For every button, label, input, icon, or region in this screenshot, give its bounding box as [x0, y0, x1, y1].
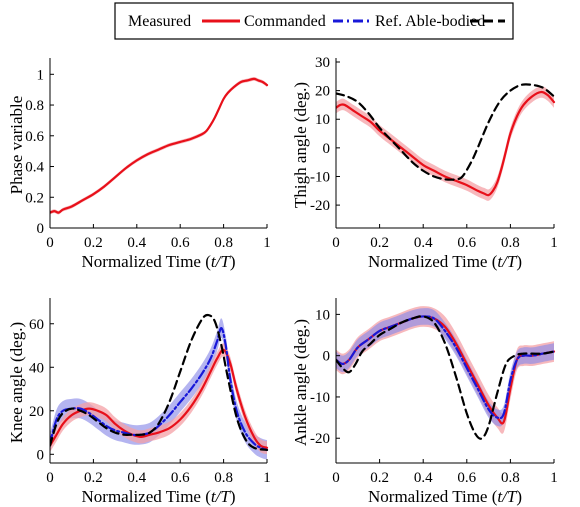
x-axis-label: Normalized Time (t/T): [368, 252, 522, 271]
legend-label-commanded: Commanded: [244, 13, 326, 30]
x-tick-label: 0: [46, 470, 54, 486]
band-measured: [336, 86, 554, 201]
band-measured: [50, 77, 267, 215]
band-measured: [50, 343, 267, 455]
x-tick-label: 0.8: [501, 235, 520, 251]
y-tick-label: 20: [29, 404, 44, 420]
x-tick-label: 0.6: [457, 470, 476, 486]
legend: Measured Commanded Ref. Able-bodied: [114, 2, 514, 40]
y-tick-label: 0: [37, 447, 45, 463]
x-tick-label: 0: [332, 235, 340, 251]
legend-box: [114, 2, 514, 40]
y-axis-label: Thigh angle (deg.): [291, 82, 310, 208]
series-line-measured: [336, 90, 556, 197]
x-tick-label: 0.6: [457, 235, 476, 251]
y-tick-label: 0.2: [25, 190, 44, 206]
series-line-commanded: [50, 327, 269, 452]
y-tick-label: 40: [29, 360, 44, 376]
x-tick-label: 1: [550, 470, 558, 486]
x-tick-label: 0.4: [414, 470, 433, 486]
plot-area: [50, 77, 269, 215]
x-tick-label: 1: [263, 235, 271, 251]
y-tick-label: -10: [310, 169, 330, 185]
x-tick-label: 0.2: [84, 470, 103, 486]
x-tick-label: 0.6: [171, 470, 190, 486]
y-tick-label: 0.8: [25, 98, 44, 114]
y-tick-label: 10: [315, 307, 330, 323]
x-tick-label: 0.4: [127, 235, 146, 251]
panel-thigh-angle: 0 0.2 0.4 0.6 0.8 1 -20 -10 0 10 20 30 Normalized Ti…: [291, 55, 558, 271]
x-tick-label: 0.2: [370, 470, 389, 486]
plot-area: [50, 313, 269, 460]
y-axis-label: Ankle angle (deg.): [291, 319, 310, 446]
y-tick-label: 0: [323, 349, 331, 365]
panel-phase-variable: 0 0.2 0.4 0.6 0.8 1 0 0.2 0.4 0.6 0.8 1 Normalized T…: [7, 58, 271, 271]
y-tick-label: 0.6: [25, 129, 44, 145]
y-tick-label: 0: [323, 141, 331, 157]
y-tick-label: 60: [29, 317, 44, 333]
x-tick-label: 0.8: [214, 235, 233, 251]
y-tick-label: 10: [315, 112, 330, 128]
x-tick-label: 0.4: [127, 470, 146, 486]
y-axis-label: Phase variable: [7, 96, 26, 195]
x-tick-label: 0.8: [501, 470, 520, 486]
x-tick-label: 0.2: [370, 235, 389, 251]
y-tick-label: -20: [310, 198, 330, 214]
x-tick-label: 0.2: [84, 235, 103, 251]
legend-label-reference: Ref. Able-bodied: [375, 13, 485, 30]
x-tick-label: 1: [263, 470, 271, 486]
y-tick-label: 1: [37, 67, 45, 83]
y-axis-label: Knee angle (deg.): [7, 322, 26, 443]
series-line-reference: [336, 83, 556, 181]
y-tick-label: -20: [310, 431, 330, 447]
panel-ankle-angle: 0 0.2 0.4 0.6 0.8 1 -20 -10 0 10 Normalized Time (…: [291, 298, 558, 506]
x-tick-label: 0: [46, 235, 54, 251]
x-tick-label: 1: [550, 235, 558, 251]
y-tick-label: 20: [315, 84, 330, 100]
x-tick-label: 0.8: [214, 470, 233, 486]
x-axis-label: Normalized Time (t/T): [368, 487, 522, 506]
x-axis-label: Normalized Time (t/T): [82, 487, 236, 506]
panel-knee-angle: 0 0.2 0.4 0.6 0.8 1 0 20 40 60 Normalized Time (t/…: [7, 298, 271, 506]
y-tick-label: 30: [315, 55, 330, 71]
series-line-reference: [50, 313, 269, 452]
series-line-measured: [50, 77, 269, 214]
x-axis-label: Normalized Time (t/T): [82, 252, 236, 271]
x-tick-label: 0.6: [171, 235, 190, 251]
series-line-reference: [336, 315, 556, 440]
plot-area: [336, 306, 556, 440]
y-tick-label: 0.4: [25, 160, 44, 176]
y-tick-label: -10: [310, 390, 330, 406]
series-line-commanded: [336, 315, 556, 420]
plot-area: [336, 83, 556, 201]
x-tick-label: 0.4: [414, 235, 433, 251]
x-tick-label: 0: [332, 470, 340, 486]
y-tick-label: 0: [37, 221, 45, 237]
legend-label-measured: Measured: [128, 13, 191, 30]
